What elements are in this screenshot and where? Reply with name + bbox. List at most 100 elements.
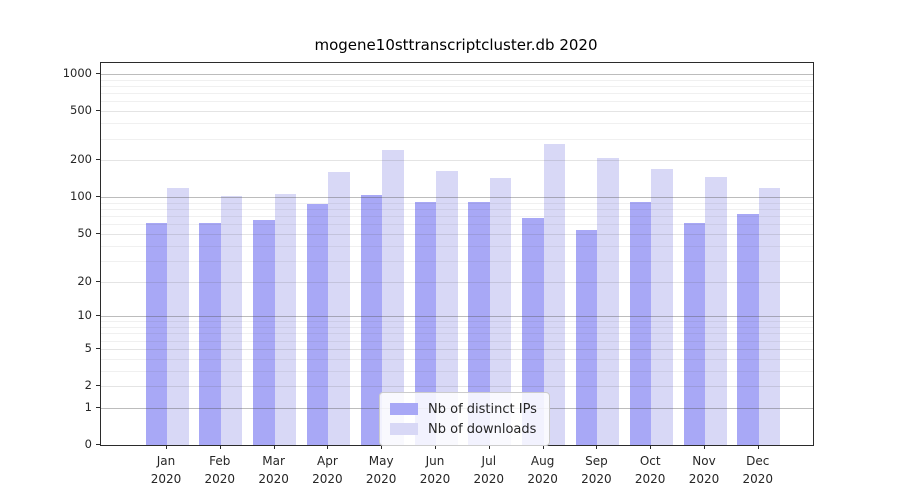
bar-distinct-ips-apr: [306, 204, 329, 445]
x-tick-month: Aug: [530, 454, 555, 468]
bar-distinct-ips-jun: [414, 201, 436, 445]
bar-distinct-ips-jul: [468, 201, 490, 445]
gridline-y-900: [101, 79, 813, 81]
bar-downloads-apr: [328, 172, 350, 445]
x-tick-mark-dec: [757, 445, 759, 449]
y-tick-label-200: 200: [70, 152, 92, 167]
y-tick-label-50: 50: [77, 225, 92, 240]
gridline-y-200: [101, 160, 813, 162]
x-tick-mark-nov: [704, 445, 705, 449]
gridline-y-700: [101, 93, 813, 95]
y-tick-mark-100: [96, 196, 100, 198]
x-tick-mark-aug: [542, 445, 544, 449]
bar-downloads-may: [382, 149, 404, 445]
x-tick-mark-feb: [219, 445, 221, 449]
gridline-y-800: [101, 86, 813, 88]
y-tick-mark-5: [96, 347, 100, 349]
bar-downloads-feb: [220, 195, 243, 445]
x-tick-label-dec: Dec 2020: [730, 452, 786, 488]
x-tick-label-apr: Apr 2020: [299, 452, 355, 488]
x-tick-year: 2020: [688, 472, 720, 486]
x-tick-month: Jan: [156, 454, 176, 468]
x-tick-year: 2020: [365, 472, 397, 486]
y-tick-label-100: 100: [70, 189, 92, 204]
x-tick-label-may: May 2020: [353, 452, 409, 488]
y-tick-mark-50: [96, 232, 100, 234]
x-tick-mark-oct: [650, 445, 652, 449]
y-tick-label-1000: 1000: [62, 66, 92, 81]
legend-item-downloads: Nb of downloads: [390, 419, 537, 439]
y-tick-mark-10: [96, 315, 100, 317]
legend-swatch-downloads: [390, 423, 418, 435]
bar-distinct-ips-feb: [199, 223, 221, 445]
y-tick-mark-1000: [96, 73, 100, 75]
y-tick-label-2: 2: [84, 378, 92, 393]
bar-distinct-ips-may: [360, 195, 383, 445]
bar-distinct-ips-mar: [253, 220, 275, 445]
x-tick-label-nov: Nov 2020: [676, 452, 732, 488]
x-tick-mark-mar: [273, 445, 275, 449]
y-tick-label-20: 20: [77, 273, 92, 288]
x-tick-month: Mar: [262, 454, 285, 468]
bar-downloads-sep: [597, 157, 619, 445]
bar-downloads-oct: [651, 169, 673, 445]
x-tick-month: Feb: [209, 454, 231, 468]
x-tick-mark-jan: [166, 445, 167, 449]
x-tick-label-sep: Sep 2020: [568, 452, 624, 488]
x-tick-year: 2020: [204, 472, 236, 486]
chart-title: mogene10sttranscriptcluster.db 2020: [314, 36, 598, 54]
plot-area: [100, 62, 814, 446]
x-tick-year: 2020: [419, 472, 451, 486]
x-tick-mark-sep: [596, 445, 598, 449]
x-tick-month: Apr: [317, 454, 338, 468]
gridline-y-600: [101, 101, 813, 103]
x-tick-year: 2020: [258, 472, 289, 486]
x-tick-label-aug: Aug 2020: [515, 452, 571, 488]
x-tick-month: Dec: [746, 454, 770, 468]
legend-swatch-distinct-ips: [390, 403, 418, 415]
x-tick-label-jul: Jul 2020: [461, 452, 517, 488]
gridline-y-500: [101, 111, 813, 113]
x-tick-label-oct: Oct 2020: [622, 452, 678, 488]
y-tick-label-0: 0: [84, 437, 92, 451]
bar-downloads-jul: [489, 177, 512, 445]
gridline-y-1000: [101, 74, 813, 76]
x-tick-year: 2020: [581, 472, 612, 486]
bar-downloads-mar: [274, 193, 297, 445]
legend-item-distinct-ips: Nb of distinct IPs: [390, 399, 537, 419]
bar-distinct-ips-aug: [522, 218, 544, 445]
x-tick-mark-apr: [327, 445, 329, 449]
legend-label-downloads: Nb of downloads: [428, 421, 537, 437]
x-tick-mark-may: [381, 445, 383, 449]
x-tick-year: 2020: [527, 472, 558, 486]
x-tick-year: 2020: [312, 472, 343, 486]
y-tick-label-1: 1: [84, 399, 92, 414]
y-tick-mark-20: [96, 280, 100, 282]
bar-distinct-ips-jan: [145, 223, 167, 445]
x-tick-mark-jul: [488, 445, 490, 449]
x-tick-label-mar: Mar 2020: [246, 452, 302, 488]
y-tick-mark-0: [96, 444, 100, 445]
x-tick-year: 2020: [634, 472, 666, 486]
bar-downloads-aug: [543, 143, 566, 445]
x-tick-label-feb: Feb 2020: [192, 452, 248, 488]
bar-distinct-ips-nov: [683, 222, 705, 445]
x-tick-month: Nov: [692, 454, 716, 468]
x-tick-label-jun: Jun 2020: [407, 452, 463, 488]
x-tick-year: 2020: [473, 472, 505, 486]
bar-distinct-ips-sep: [575, 229, 598, 445]
bar-downloads-jun: [436, 170, 458, 445]
x-tick-month: Sep: [585, 454, 608, 468]
y-tick-mark-2: [96, 385, 100, 387]
y-tick-label-10: 10: [77, 308, 92, 323]
legend: Nb of distinct IPs Nb of downloads: [379, 392, 550, 446]
gridline-y-400: [101, 123, 813, 125]
y-tick-label-500: 500: [70, 103, 92, 118]
legend-label-distinct-ips: Nb of distinct IPs: [428, 401, 537, 417]
bar-downloads-nov: [705, 177, 727, 445]
gridline-y-300: [101, 138, 813, 140]
bar-downloads-dec: [758, 187, 781, 445]
y-tick-mark-500: [96, 110, 100, 112]
x-tick-month: May: [368, 454, 394, 468]
